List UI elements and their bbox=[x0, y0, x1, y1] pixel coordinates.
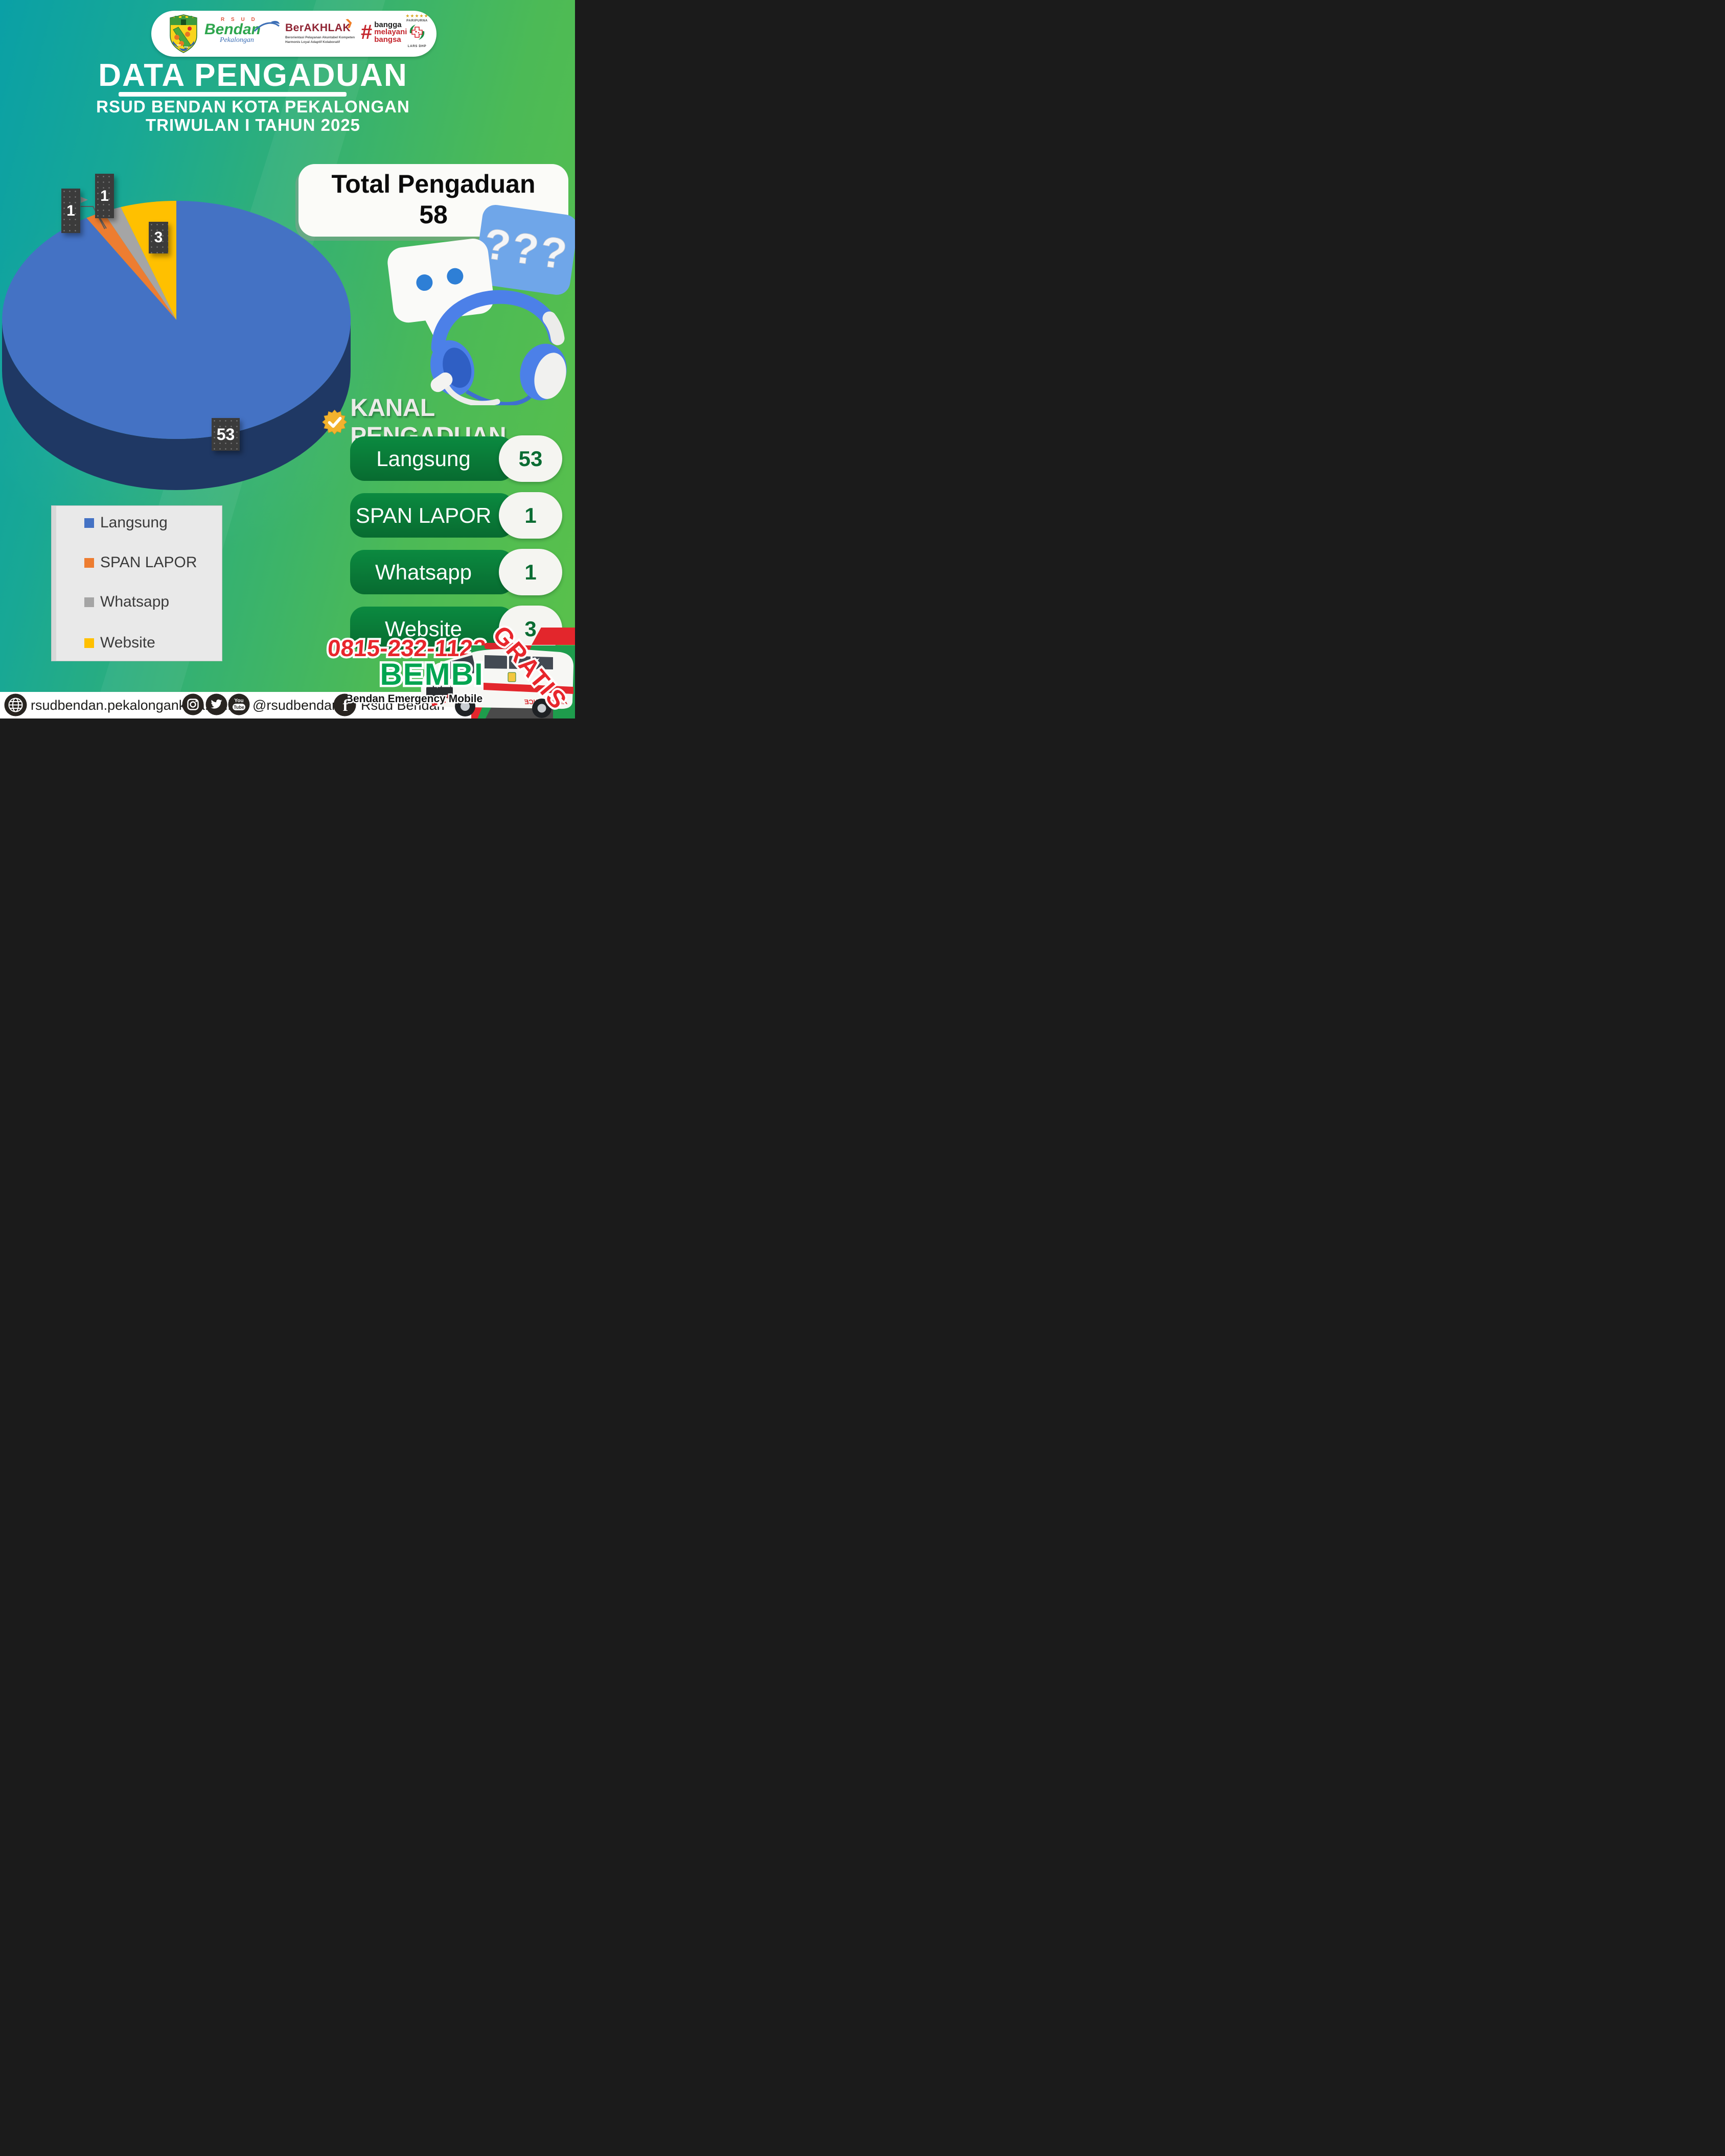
globe-icon bbox=[4, 693, 27, 716]
svg-text:Tube: Tube bbox=[234, 705, 244, 710]
infographic-poster: R S U D Bendan Pekalongan BerAKHLAK ❯ Be… bbox=[0, 0, 575, 718]
berakhlak-line2: Harmonis Loyal Adaptif Kolaboratif bbox=[285, 40, 340, 44]
channel-count-langsung: 53 bbox=[499, 435, 562, 482]
youtube-icon: You Tube bbox=[228, 693, 250, 715]
berakhlak-logo: BerAKHLAK ❯ Berorientasi Pelayanan Akunt… bbox=[285, 17, 358, 44]
svg-text:You: You bbox=[234, 698, 243, 704]
svg-text:f: f bbox=[343, 696, 349, 714]
twitter-icon bbox=[205, 693, 227, 715]
page-title: DATA PENGADUAN bbox=[98, 58, 408, 93]
legend-label: Whatsapp bbox=[100, 593, 170, 610]
title-divider bbox=[119, 92, 347, 97]
swoosh-icon bbox=[254, 20, 280, 32]
channel-pill-whatsapp: Whatsapp bbox=[350, 550, 514, 594]
lars-emblem-icon bbox=[409, 25, 425, 40]
legend-swatch bbox=[84, 638, 94, 648]
stars-icon: ★★★★★ bbox=[405, 13, 429, 18]
legend-swatch bbox=[84, 558, 94, 568]
footer-website: rsudbendan.pekalongankota.go.id bbox=[31, 698, 239, 713]
svg-text:Bendan Emergency Mobile: Bendan Emergency Mobile bbox=[348, 693, 482, 705]
channel-label: Langsung bbox=[376, 446, 471, 471]
berakhlak-line1: Berorientasi Pelayanan Akuntabel Kompete… bbox=[285, 36, 355, 39]
legend-edge bbox=[52, 506, 56, 661]
legend-item-spanlapor: SPAN LAPOR bbox=[84, 554, 197, 571]
bangsa-word: bangsa bbox=[374, 35, 401, 44]
legend-label: Langsung bbox=[100, 514, 168, 531]
hashtag-icon: # bbox=[361, 21, 373, 43]
facebook-icon: f bbox=[333, 693, 356, 716]
channel-count-spanlapor: 1 bbox=[499, 492, 562, 539]
svg-text:???: ??? bbox=[481, 219, 571, 279]
chat-headset-illustration-icon: ??? bbox=[387, 204, 575, 405]
pie-label-whatsapp: 1 bbox=[95, 174, 114, 218]
pie-leader-lines bbox=[81, 197, 107, 229]
channel-label: SPAN LAPOR bbox=[355, 503, 492, 527]
ambulance-icon: AMBULANCE bbox=[421, 643, 573, 718]
legend-label: SPAN LAPOR bbox=[100, 554, 197, 571]
pekalongan-text: Pekalongan bbox=[220, 36, 254, 44]
pie-label-spanlapor: 1 bbox=[61, 189, 80, 233]
bembi-brand: BEMBI Bendan Emergency Mobile bbox=[348, 655, 485, 706]
chevron-icon: ❯ bbox=[344, 17, 354, 29]
question-bubble-icon: ??? bbox=[474, 204, 575, 295]
page-subtitle-2: TRIWULAN I TAHUN 2025 bbox=[145, 115, 361, 134]
lars-dhp-text: LARS DHP bbox=[407, 44, 427, 48]
check-badge-icon bbox=[322, 409, 348, 435]
berakhlak-title: BerAKHLAK bbox=[285, 22, 351, 34]
page-subtitle-1: RSUD BENDAN KOTA PEKALONGAN bbox=[96, 97, 410, 116]
channel-pill-website: Website bbox=[350, 607, 514, 651]
kanal-heading-row: KANAL PENGADUAN bbox=[322, 395, 575, 450]
total-value: 58 bbox=[419, 200, 448, 229]
svg-text:GRATIS: GRATIS bbox=[487, 621, 572, 715]
legend-swatch bbox=[84, 597, 94, 607]
total-label: Total Pengaduan bbox=[331, 170, 536, 198]
paripurna-badge: ★★★★★ PARIPURNA LARS DHP bbox=[401, 13, 433, 48]
legend-item-whatsapp: Whatsapp bbox=[84, 593, 169, 611]
pie-chart bbox=[2, 201, 351, 490]
svg-text:BEMBI: BEMBI bbox=[380, 657, 484, 691]
pekalongan-crest-icon bbox=[170, 14, 197, 53]
channel-pill-langsung: Langsung bbox=[350, 436, 514, 481]
legend-item-website: Website bbox=[84, 634, 155, 652]
channel-label: Whatsapp bbox=[375, 560, 472, 584]
legend-item-langsung: Langsung bbox=[84, 514, 168, 531]
bangga-melayani-bangsa-logo: # bangga melayani bangsa bbox=[361, 21, 407, 44]
chart-legend: Langsung SPAN LAPOR Whatsapp Website bbox=[51, 505, 222, 661]
rsud-text: R S U D bbox=[221, 17, 258, 22]
rsud-bendan-logo: R S U D Bendan Pekalongan bbox=[204, 17, 281, 44]
channel-pill-spanlapor: SPAN LAPOR bbox=[350, 493, 514, 538]
bendan-text: Bendan bbox=[204, 21, 261, 38]
pie-label-langsung: 53 bbox=[212, 418, 240, 451]
pie-label-website: 3 bbox=[149, 222, 168, 253]
headset-icon bbox=[430, 290, 567, 405]
logo-bar: R S U D Bendan Pekalongan BerAKHLAK ❯ Be… bbox=[151, 11, 436, 57]
instagram-icon bbox=[182, 693, 204, 715]
footer-handle: @rsudbendan bbox=[252, 698, 340, 713]
legend-label: Website bbox=[100, 634, 155, 651]
gratis-sticker: GRATIS bbox=[485, 619, 574, 717]
melayani-word: melayani bbox=[374, 28, 407, 37]
legend-swatch bbox=[84, 518, 94, 528]
bangga-word: bangga bbox=[374, 20, 402, 29]
channel-label: Website bbox=[385, 616, 462, 641]
paripurna-title: PARIPURNA bbox=[406, 19, 428, 22]
channel-count-whatsapp: 1 bbox=[499, 549, 562, 595]
